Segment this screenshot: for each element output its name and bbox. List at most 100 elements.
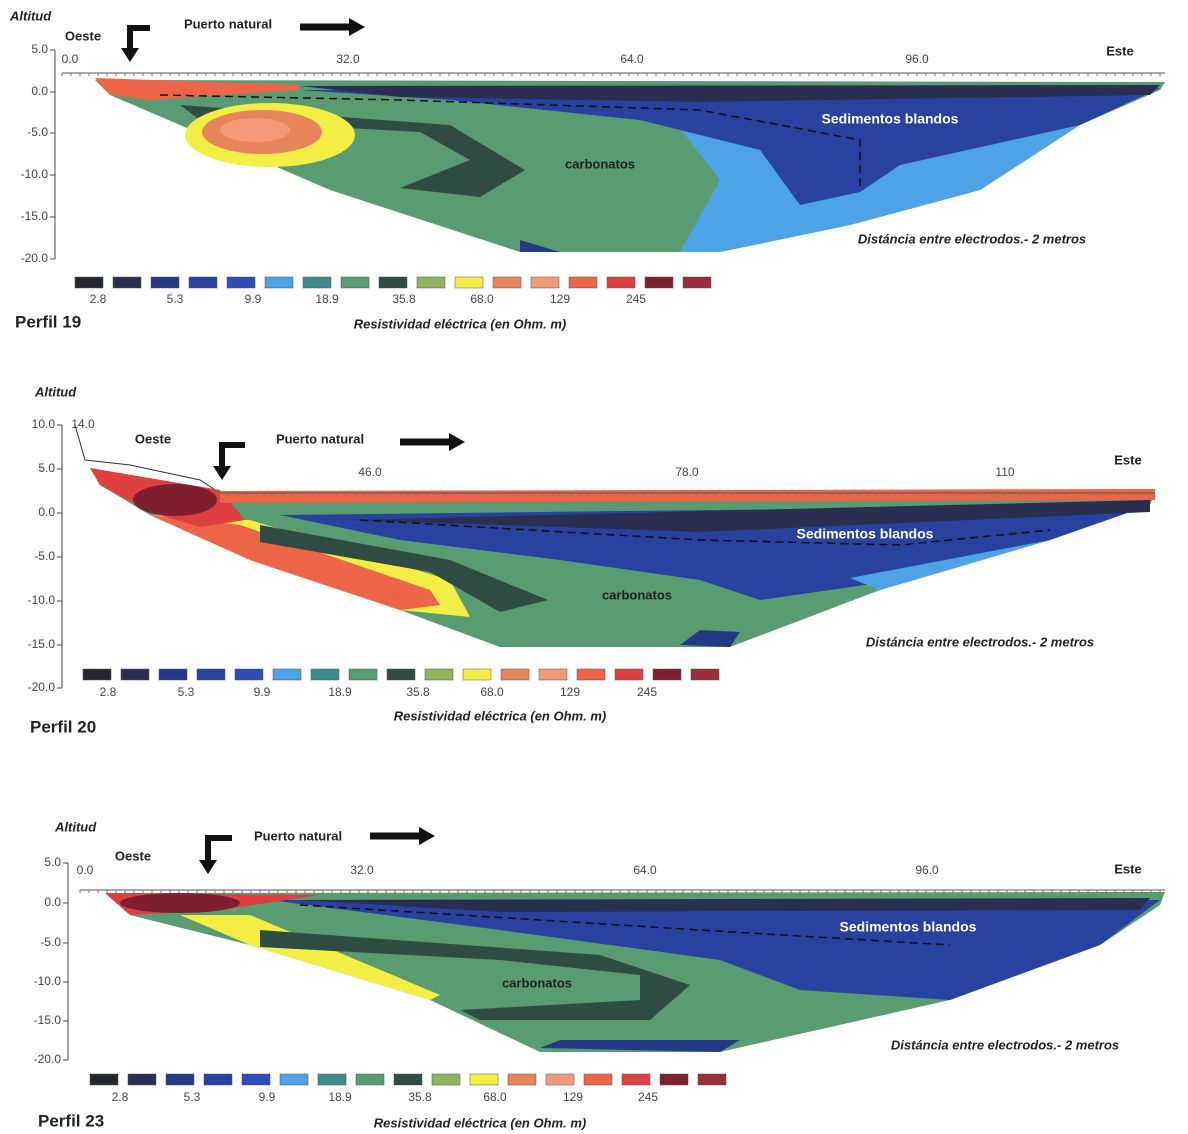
legend-label: 245 bbox=[637, 685, 657, 699]
legend-swatch bbox=[576, 668, 606, 681]
pass-label: Puerto natural bbox=[254, 828, 342, 843]
legend-swatch bbox=[127, 1073, 157, 1086]
surface-line bbox=[74, 424, 221, 494]
legend-swatch bbox=[507, 1073, 537, 1086]
west-label: Oeste bbox=[65, 28, 101, 43]
legend-swatch bbox=[264, 276, 294, 289]
y-tick-label: -5.0 bbox=[34, 549, 55, 563]
legend-swatch bbox=[158, 668, 188, 681]
legend-swatch bbox=[203, 1073, 233, 1086]
arrow-head bbox=[419, 827, 435, 845]
legend-swatch bbox=[644, 276, 674, 289]
west-label: Oeste bbox=[135, 431, 171, 446]
resistivity-zone bbox=[850, 540, 1050, 590]
legend-swatch bbox=[386, 668, 416, 681]
legend-swatch bbox=[302, 276, 332, 289]
y-tick-label: 0.0 bbox=[44, 895, 61, 909]
legend-swatch bbox=[317, 1073, 347, 1086]
legend-swatch bbox=[545, 1073, 575, 1086]
resistivity-zone bbox=[540, 1040, 740, 1052]
resistivity-zone bbox=[150, 515, 440, 610]
resistivity-zone bbox=[680, 630, 740, 647]
legend-swatch bbox=[431, 1073, 461, 1086]
bent-arrow bbox=[219, 442, 245, 468]
y-tick-label: -5.0 bbox=[27, 125, 48, 139]
legend-swatch bbox=[82, 668, 112, 681]
resistivity-zone bbox=[300, 85, 1160, 102]
legend-label: 5.3 bbox=[167, 292, 184, 306]
legend-swatch bbox=[378, 276, 408, 289]
x-tick-label: 0.0 bbox=[77, 863, 94, 877]
legend-label: 129 bbox=[563, 1090, 583, 1104]
legend-swatch bbox=[462, 668, 492, 681]
legend-label: 245 bbox=[626, 292, 646, 306]
bent-arrow bbox=[127, 25, 150, 50]
legend-label: 18.9 bbox=[328, 685, 352, 699]
resistivity-zone bbox=[95, 78, 300, 100]
x-tick-label: 14.0 bbox=[71, 417, 95, 431]
y-tick-label: -20.0 bbox=[21, 251, 49, 265]
resistivity-zone bbox=[270, 900, 1160, 1000]
legend-swatch bbox=[492, 276, 522, 289]
legend-title: Resistividad eléctrica (en Ohm. m) bbox=[394, 708, 606, 723]
resistivity-zone bbox=[220, 118, 290, 142]
carbonates-label: carbonatos bbox=[602, 587, 672, 602]
x-tick-label: 0.0 bbox=[62, 52, 79, 66]
legend-swatch bbox=[196, 668, 226, 681]
altitude-label: Altitud bbox=[9, 8, 52, 23]
dashed-boundary bbox=[299, 904, 951, 946]
legend-swatch bbox=[697, 1073, 727, 1086]
legend-title: Resistividad eléctrica (en Ohm. m) bbox=[354, 316, 566, 331]
x-tick-label: 32.0 bbox=[350, 863, 374, 877]
x-tick-label: 96.0 bbox=[905, 52, 929, 66]
legend-swatch bbox=[279, 1073, 309, 1086]
legend-label: 18.9 bbox=[328, 1090, 352, 1104]
sediments-label: Sedimentos blandos bbox=[840, 919, 977, 935]
legend-swatch bbox=[393, 1073, 423, 1086]
resistivity-zone bbox=[300, 88, 1160, 205]
dashed-boundary bbox=[359, 519, 1051, 546]
legend-swatch bbox=[188, 276, 218, 289]
legend-swatch bbox=[310, 668, 340, 681]
y-tick-label: -15.0 bbox=[28, 637, 56, 651]
legend-label: 5.3 bbox=[178, 685, 195, 699]
resistivity-zone bbox=[133, 484, 217, 516]
legend-label: 9.9 bbox=[245, 292, 262, 306]
y-tick-label: -10.0 bbox=[34, 974, 62, 988]
legend-label: 5.3 bbox=[184, 1090, 201, 1104]
y-tick-label: 0.0 bbox=[31, 84, 48, 98]
legend-label: 2.8 bbox=[90, 292, 107, 306]
legend-swatch bbox=[652, 668, 682, 681]
legend-label: 245 bbox=[638, 1090, 658, 1104]
legend-label: 129 bbox=[550, 292, 570, 306]
y-tick-label: 10.0 bbox=[32, 417, 56, 431]
profile-label: Perfil 19 bbox=[15, 312, 81, 331]
legend-swatch bbox=[355, 1073, 385, 1086]
west-label: Oeste bbox=[115, 848, 151, 863]
legend-swatch bbox=[568, 276, 598, 289]
profile-label: Perfil 20 bbox=[30, 717, 96, 736]
legend-label: 9.9 bbox=[259, 1090, 276, 1104]
x-tick-label: 32.0 bbox=[336, 52, 360, 66]
legend-swatch bbox=[538, 668, 568, 681]
legend-swatch bbox=[165, 1073, 195, 1086]
legend-swatch bbox=[690, 668, 720, 681]
legend-swatch bbox=[89, 1073, 119, 1086]
y-tick-label: -10.0 bbox=[28, 593, 56, 607]
bent-arrow bbox=[205, 835, 232, 862]
legend-swatch bbox=[682, 276, 712, 289]
resistivity-zone bbox=[180, 915, 440, 1000]
arrow-head bbox=[349, 18, 365, 36]
legend-label: 35.8 bbox=[406, 685, 430, 699]
legend-swatch bbox=[424, 668, 454, 681]
resistivity-zone bbox=[260, 525, 548, 612]
electrode-note: Distáncia entre electrodos.- 2 metros bbox=[866, 634, 1094, 649]
resistivity-zone bbox=[300, 898, 1150, 912]
legend-label: 68.0 bbox=[480, 685, 504, 699]
resistivity-zone bbox=[350, 500, 1150, 532]
legend-swatch bbox=[606, 276, 636, 289]
arrow-head bbox=[449, 433, 465, 451]
legend-label: 68.0 bbox=[470, 292, 494, 306]
y-tick-label: -10.0 bbox=[21, 167, 49, 181]
legend-label: 35.8 bbox=[408, 1090, 432, 1104]
